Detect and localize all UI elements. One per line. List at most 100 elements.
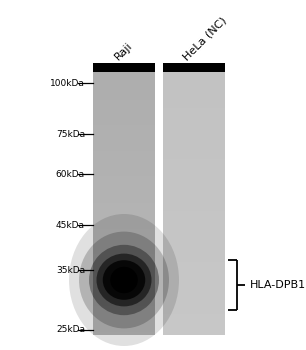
Bar — [163, 182, 225, 183]
Bar — [93, 175, 155, 176]
Bar — [163, 295, 225, 297]
Ellipse shape — [69, 214, 179, 346]
Bar — [163, 94, 225, 96]
Bar — [93, 298, 155, 299]
Bar — [163, 104, 225, 105]
Bar — [163, 319, 225, 321]
Bar — [163, 309, 225, 310]
Bar — [93, 130, 155, 132]
Bar — [163, 159, 225, 161]
Bar — [93, 124, 155, 125]
Bar — [93, 154, 155, 155]
Bar — [93, 174, 155, 175]
Bar — [163, 134, 225, 135]
Bar — [163, 151, 225, 153]
Bar — [163, 322, 225, 323]
Bar — [93, 117, 155, 118]
Bar — [163, 163, 225, 164]
Bar — [163, 254, 225, 256]
Bar — [93, 84, 155, 85]
Bar — [163, 133, 225, 134]
Bar — [93, 290, 155, 292]
Bar — [163, 311, 225, 313]
Bar — [163, 299, 225, 301]
Bar — [93, 167, 155, 168]
Bar — [93, 85, 155, 86]
Bar — [93, 249, 155, 250]
Bar — [93, 327, 155, 328]
Bar — [163, 186, 225, 187]
Bar — [93, 311, 155, 313]
Bar — [163, 262, 225, 264]
Bar — [93, 294, 155, 295]
Bar — [93, 162, 155, 163]
Bar — [93, 164, 155, 166]
Bar — [93, 191, 155, 192]
Bar — [93, 301, 155, 302]
Bar — [163, 245, 225, 246]
Bar — [163, 324, 225, 326]
Bar — [163, 249, 225, 250]
Bar — [93, 88, 155, 89]
Bar — [93, 270, 155, 272]
Bar — [93, 237, 155, 238]
Bar — [93, 149, 155, 150]
Bar — [93, 186, 155, 187]
Bar — [93, 137, 155, 138]
Bar — [93, 302, 155, 303]
Bar — [163, 98, 225, 100]
Bar — [163, 220, 225, 221]
Bar — [163, 178, 225, 179]
Bar — [163, 167, 225, 168]
Bar — [163, 170, 225, 171]
Bar — [163, 97, 225, 98]
Bar — [93, 97, 155, 98]
Bar — [163, 204, 225, 205]
Bar — [163, 196, 225, 197]
Bar — [93, 254, 155, 256]
Bar — [93, 323, 155, 324]
Bar — [163, 164, 225, 166]
Bar — [163, 106, 225, 108]
Bar — [163, 150, 225, 151]
Bar — [93, 282, 155, 284]
Bar — [163, 203, 225, 204]
Bar — [163, 145, 225, 146]
Bar — [93, 103, 155, 104]
Bar — [93, 116, 155, 117]
Bar — [93, 289, 155, 290]
Bar — [163, 73, 225, 75]
Bar — [163, 129, 225, 130]
Bar — [93, 188, 155, 190]
Bar — [93, 241, 155, 243]
Bar — [163, 278, 225, 280]
Bar — [163, 275, 225, 277]
Bar — [93, 228, 155, 229]
Bar — [163, 149, 225, 150]
Bar — [93, 200, 155, 202]
Bar — [163, 303, 225, 304]
Bar — [163, 125, 225, 126]
Bar — [163, 294, 225, 295]
Bar — [93, 156, 155, 158]
Text: 25kDa: 25kDa — [56, 326, 85, 335]
Bar — [93, 321, 155, 322]
Bar — [163, 215, 225, 216]
Bar — [163, 100, 225, 101]
Bar — [93, 229, 155, 231]
Bar — [93, 80, 155, 81]
Bar — [93, 153, 155, 154]
Bar — [93, 178, 155, 179]
Bar — [93, 304, 155, 306]
Bar — [163, 334, 225, 335]
Bar — [93, 309, 155, 310]
Bar — [163, 110, 225, 112]
Bar — [93, 303, 155, 304]
Bar — [93, 135, 155, 137]
Bar — [163, 272, 225, 273]
Bar — [93, 79, 155, 80]
Bar — [163, 175, 225, 176]
Bar — [93, 219, 155, 220]
Bar — [163, 328, 225, 330]
Bar — [93, 260, 155, 261]
